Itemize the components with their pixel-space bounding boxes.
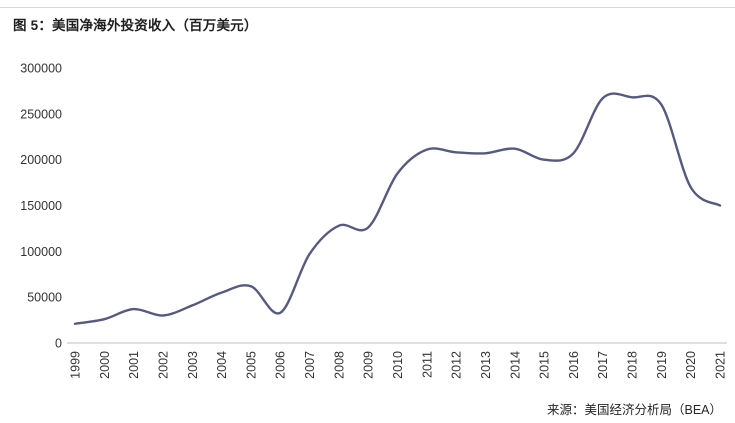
y-axis-tick-label: 100000 xyxy=(20,245,62,259)
y-axis-tick-label: 50000 xyxy=(27,291,62,305)
y-axis-tick-label: 300000 xyxy=(20,62,62,76)
x-axis-tick-label: 2010 xyxy=(391,351,405,379)
x-axis-tick-label: 2001 xyxy=(127,351,141,379)
chart-title: 图 5：美国净海外投资收入（百万美元） xyxy=(13,18,258,33)
x-axis-tick-label: 2015 xyxy=(538,351,552,379)
top-divider xyxy=(0,7,735,8)
x-axis-tick-label: 2020 xyxy=(684,351,698,379)
x-axis-tick-label: 2021 xyxy=(714,351,728,379)
x-axis-tick-label: 2014 xyxy=(508,351,522,379)
x-axis-tick-label: 2002 xyxy=(156,351,170,379)
x-axis-tick-label: 1999 xyxy=(69,351,83,379)
x-axis-tick-label: 2016 xyxy=(567,351,581,379)
x-axis-tick-label: 2009 xyxy=(362,351,376,379)
y-axis-tick-label: 150000 xyxy=(20,199,62,213)
x-axis-tick-label: 2018 xyxy=(626,351,640,379)
x-axis-tick-label: 2003 xyxy=(186,351,200,379)
y-axis-tick-label: 200000 xyxy=(20,153,62,167)
x-axis-tick-label: 2013 xyxy=(479,351,493,379)
x-axis-tick-label: 2019 xyxy=(655,351,669,379)
x-axis-tick-label: 2000 xyxy=(98,351,112,379)
source-note: 来源：美国经济分析局（BEA） xyxy=(546,403,722,417)
net-foreign-investment-income-line-chart: 0 50000 100000 150000 200000 250000 300000 1999… xyxy=(20,62,728,379)
y-axis-tick-label: 0 xyxy=(55,337,62,351)
x-axis-tick-label: 2017 xyxy=(596,351,610,379)
x-axis-tick-label: 2008 xyxy=(332,351,346,379)
x-axis-tick-label: 2012 xyxy=(450,351,464,379)
x-axis-tick-label: 2005 xyxy=(244,351,258,379)
x-axis-tick-label: 2004 xyxy=(215,351,229,379)
y-axis-tick-label: 250000 xyxy=(20,107,62,121)
data-line-series xyxy=(73,92,722,325)
x-axis-tick-label: 2007 xyxy=(303,351,317,379)
x-axis-tick-label: 2011 xyxy=(420,351,434,378)
x-axis-tick-label: 2006 xyxy=(274,351,288,379)
